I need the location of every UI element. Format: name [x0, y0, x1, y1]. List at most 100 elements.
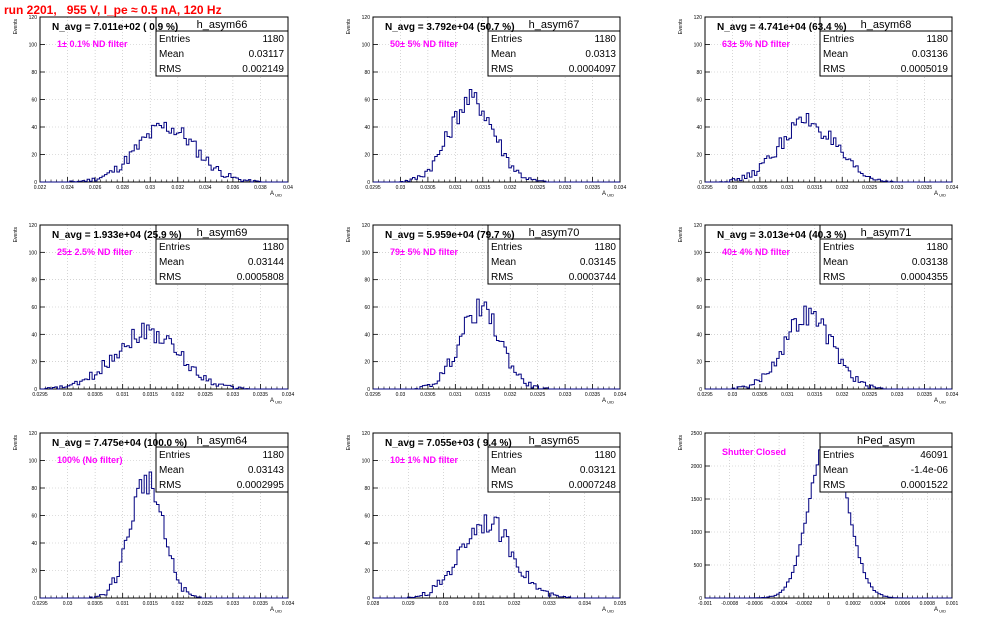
y-tick-label: 120: [694, 15, 703, 21]
y-tick-label: 60: [31, 305, 37, 311]
x-tick-label: 0.033: [543, 601, 556, 607]
y-tick-label: 100: [694, 43, 703, 49]
x-axis-label: A UID: [270, 607, 282, 614]
x-tick-label: 0.034: [946, 392, 959, 398]
y-tick-label: 60: [364, 514, 370, 520]
stat-label: Mean: [823, 257, 848, 268]
histogram-line: [40, 322, 288, 390]
filter-label: 40± 4% ND filter: [722, 247, 790, 257]
histogram-line: [373, 298, 620, 390]
x-tick-label: 0.0335: [917, 392, 933, 398]
stat-label: RMS: [159, 480, 182, 491]
stats-box: [487, 446, 621, 493]
stat-label: Mean: [491, 257, 516, 268]
histogram-panel-h_asym71: 0.0295 0.03 0.0305 0.031 0.0315 0.032 0.0325 0.…: [678, 223, 958, 405]
x-tick-label: 0: [827, 601, 830, 607]
x-tick-label: 0.0008: [920, 601, 936, 607]
y-tick-label: 0: [699, 180, 702, 186]
stat-value: 1180: [594, 34, 616, 45]
histogram-panel-h_asym64: 0.0295 0.03 0.0305 0.031 0.0315 0.032 0.0325 0.…: [13, 431, 294, 614]
x-tick-label: 0.03: [728, 185, 738, 191]
x-tick-label: 0.0315: [807, 392, 823, 398]
y-tick-label: 80: [31, 70, 37, 76]
x-tick-label: 0.031: [781, 185, 794, 191]
x-tick-label: 0.034: [614, 392, 627, 398]
x-tick-label: 0.031: [781, 392, 794, 398]
histogram-panel-h_asym70: 0.0295 0.03 0.0305 0.031 0.0315 0.032 0.0325 0.…: [346, 223, 626, 405]
y-tick-label: 20: [696, 360, 702, 366]
histogram-line: [705, 113, 952, 183]
y-tick-label: 20: [364, 569, 370, 575]
histogram-line: [40, 471, 288, 599]
y-tick-label: 20: [31, 569, 37, 575]
x-tick-label: 0.0325: [862, 392, 878, 398]
x-tick-label: 0.0305: [752, 185, 768, 191]
y-tick-label: 500: [694, 563, 703, 569]
x-tick-label: 0.0315: [807, 185, 823, 191]
stat-value: 0.0005019: [901, 64, 949, 75]
y-axis-label: Events: [678, 227, 684, 243]
stat-label: RMS: [823, 64, 846, 75]
y-tick-label: 1000: [691, 530, 702, 536]
x-tick-label: -0.001: [698, 601, 712, 607]
x-tick-label: 0.032: [836, 185, 849, 191]
y-axis-label: Events: [13, 19, 19, 35]
x-tick-label: 0.03: [396, 185, 406, 191]
x-tick-label: 0.033: [227, 392, 240, 398]
stat-value: 0.03144: [248, 257, 285, 268]
x-tick-label: 0.0305: [420, 185, 436, 191]
histogram-panel-h_asym66: 0.022 0.024 0.026 0.028 0.03 0.032 0.034 0.036 0…: [13, 15, 293, 198]
y-tick-label: 20: [364, 360, 370, 366]
x-tick-label: 0.033: [227, 601, 240, 607]
x-tick-label: -0.0006: [746, 601, 763, 607]
stat-label: Entries: [159, 242, 190, 253]
x-tick-label: 0.0006: [895, 601, 911, 607]
histogram-name: h_asym65: [529, 435, 580, 447]
x-tick-label: 0.032: [172, 185, 185, 191]
y-tick-label: 0: [699, 387, 702, 393]
histogram-panel-h_asym65: 0.028 0.029 0.03 0.031 0.032 0.033 0.034 0.035 0…: [346, 431, 626, 614]
y-tick-label: 60: [696, 305, 702, 311]
histogram-name: h_asym69: [197, 227, 248, 239]
stat-value: 1180: [926, 242, 948, 253]
x-tick-label: -0.0002: [795, 601, 812, 607]
x-axis-label: A UID: [934, 398, 946, 405]
y-tick-label: 100: [29, 459, 38, 465]
stat-label: Entries: [491, 34, 522, 45]
y-tick-label: 120: [362, 15, 371, 21]
y-tick-label: 0: [367, 387, 370, 393]
x-tick-label: 0.0325: [530, 185, 546, 191]
stat-value: 0.03145: [580, 257, 617, 268]
x-tick-label: 0.0315: [475, 185, 491, 191]
stats-box: [155, 238, 289, 285]
y-tick-label: 80: [696, 70, 702, 76]
n-avg-annotation: N_avg = 7.055e+03 ( 9.4 %): [385, 438, 512, 449]
x-tick-label: 0.001: [946, 601, 959, 607]
filter-label: 79± 5% ND filter: [390, 247, 458, 257]
stat-value: 46091: [920, 450, 948, 461]
stat-value: 1180: [262, 242, 284, 253]
histogram-name: h_asym71: [861, 227, 912, 239]
stat-value: 0.0313: [585, 49, 616, 60]
x-axis-label: A UID: [602, 191, 614, 198]
x-tick-label: 0.032: [172, 601, 185, 607]
y-axis-label: Events: [678, 435, 684, 451]
stat-label: Mean: [823, 49, 848, 60]
y-tick-label: 0: [699, 596, 702, 602]
stat-label: Mean: [159, 257, 184, 268]
x-tick-label: -0.0008: [721, 601, 738, 607]
histogram-panel-hPed_asym: -0.001 -0.0008 -0.0006 -0.0004 -0.0002 0 0.000…: [678, 431, 958, 614]
n-avg-annotation: N_avg = 7.475e+04 (100.0 %): [52, 438, 187, 449]
x-tick-label: 0.04: [283, 185, 293, 191]
stat-label: Entries: [491, 450, 522, 461]
stat-label: Mean: [491, 49, 516, 60]
y-tick-label: 60: [31, 514, 37, 520]
stat-value: 0.0004355: [901, 272, 949, 283]
stat-value: 0.03121: [580, 465, 617, 476]
stat-label: Mean: [491, 465, 516, 476]
y-axis-label: Events: [13, 435, 19, 451]
x-tick-label: 0.0305: [87, 392, 103, 398]
n-avg-annotation: N_avg = 7.011e+02 ( 0.9 %): [52, 22, 178, 33]
stat-label: Mean: [823, 465, 848, 476]
